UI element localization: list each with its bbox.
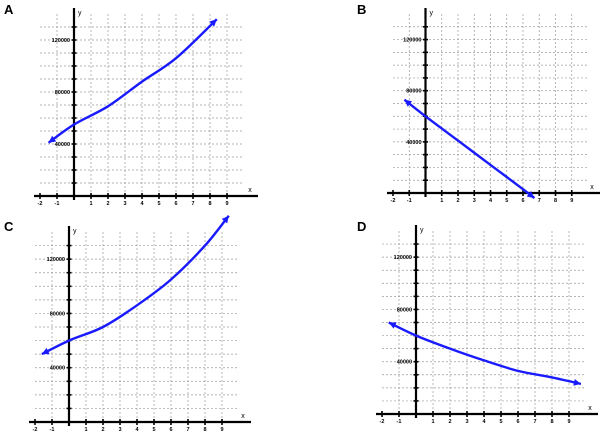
y-tick-label: 120000 — [47, 257, 65, 263]
x-tick-label: 4 — [482, 419, 486, 425]
grid-d — [382, 231, 586, 414]
x-tick-label: -2 — [38, 201, 43, 207]
x-tick-label: 2 — [101, 427, 104, 433]
y-tick-label: 40000 — [55, 142, 70, 148]
panel-letter-d: D — [357, 219, 367, 234]
x-tick-label: -2 — [33, 427, 38, 433]
x-tick-label: 2 — [456, 198, 459, 204]
x-axis-label: x — [248, 187, 252, 194]
x-tick-label: 1 — [431, 419, 434, 425]
x-tick-label: 6 — [174, 201, 177, 207]
y-tick-label: 80000 — [397, 307, 412, 313]
y-axis-label: y — [78, 10, 82, 17]
y-tick-label: 40000 — [406, 140, 421, 146]
x-tick-label: 3 — [465, 419, 468, 425]
curve-a — [47, 18, 218, 144]
arrowhead-start — [48, 135, 57, 143]
y-tick-label: 40000 — [50, 366, 65, 372]
grid-c — [35, 232, 239, 422]
x-tick-label: 8 — [203, 427, 206, 433]
y-axis-label: y — [73, 228, 77, 235]
x-tick-label: 7 — [538, 198, 541, 204]
x-tick-label: 3 — [118, 427, 121, 433]
x-tick-label: -1 — [397, 419, 402, 425]
arrowhead-start — [41, 347, 50, 355]
x-tick-label: 6 — [169, 427, 172, 433]
x-tick-label: 8 — [550, 419, 553, 425]
x-tick-label: 7 — [186, 427, 189, 433]
x-tick-label: 9 — [567, 419, 570, 425]
x-tick-label: 5 — [152, 427, 155, 433]
y-axis-label: y — [420, 227, 424, 234]
x-tick-label: 5 — [157, 201, 160, 207]
x-tick-label: 4 — [489, 198, 493, 204]
y-tick-label: 120000 — [403, 38, 421, 44]
panel-letter-c: C — [4, 219, 14, 234]
x-tick-label: 6 — [516, 419, 519, 425]
arrowhead-start — [388, 322, 397, 329]
y-tick-label: 120000 — [394, 255, 412, 261]
x-tick-label: 1 — [84, 427, 87, 433]
arrowhead-end — [573, 378, 581, 386]
y-tick-label: 40000 — [397, 360, 412, 366]
x-tick-label: 1 — [440, 198, 443, 204]
x-tick-label: -2 — [380, 419, 385, 425]
x-tick-label: 8 — [554, 198, 557, 204]
x-tick-label: 3 — [473, 198, 476, 204]
chart-c: -2 -1 1 2 3 4 5 6 7 8 9 40000 80000 120000 x y — [29, 214, 251, 433]
y-tick-label: 80000 — [406, 89, 421, 95]
x-tick-label: -2 — [391, 198, 396, 204]
y-axis-label: y — [430, 10, 434, 17]
chart-d: -2 -1 1 2 3 4 5 6 7 8 9 40000 80000 120000 x y — [376, 225, 598, 425]
x-axis-label: x — [241, 413, 245, 420]
curve-d — [388, 321, 582, 386]
curve-c — [41, 214, 230, 356]
panel-letter-b: B — [357, 2, 367, 17]
x-tick-label: 2 — [448, 419, 451, 425]
x-tick-label: 9 — [220, 427, 223, 433]
arrowhead-start — [404, 99, 413, 107]
arrowhead-end — [209, 19, 217, 27]
y-tick-label: 80000 — [55, 90, 70, 96]
x-tick-label: 9 — [225, 201, 228, 207]
y-tick-label: 80000 — [50, 311, 65, 317]
arrowhead-end — [526, 191, 535, 199]
x-tick-label: 7 — [191, 201, 194, 207]
x-tick-label: 6 — [521, 198, 524, 204]
x-axis-label: x — [590, 184, 594, 191]
x-tick-label: -1 — [407, 198, 412, 204]
x-tick-label: 1 — [89, 201, 92, 207]
chart-b: -2 -1 1 2 3 4 5 6 7 8 9 40000 80000 120000 x y — [387, 8, 600, 204]
x-tick-label: 4 — [135, 427, 139, 433]
x-tick-label: 5 — [499, 419, 502, 425]
x-tick-label: -1 — [55, 201, 60, 207]
x-tick-label: 8 — [208, 201, 211, 207]
x-tick-label: 4 — [140, 201, 144, 207]
y-tick-label: 120000 — [52, 38, 70, 44]
x-tick-label: 9 — [570, 198, 573, 204]
panel-letter-a: A — [4, 2, 14, 17]
x-tick-label: 7 — [533, 419, 536, 425]
x-axis-label: x — [588, 405, 592, 412]
x-tick-label: 2 — [106, 201, 109, 207]
x-tick-label: 5 — [505, 198, 508, 204]
curve-b — [403, 98, 536, 200]
arrowhead-end — [221, 215, 229, 224]
chart-a: -2 -1 1 2 3 4 5 6 7 8 9 40000 80000 120000 x y — [34, 8, 258, 207]
x-tick-label: 3 — [123, 201, 126, 207]
x-tick-label: -1 — [50, 427, 55, 433]
grid-a — [40, 14, 244, 196]
